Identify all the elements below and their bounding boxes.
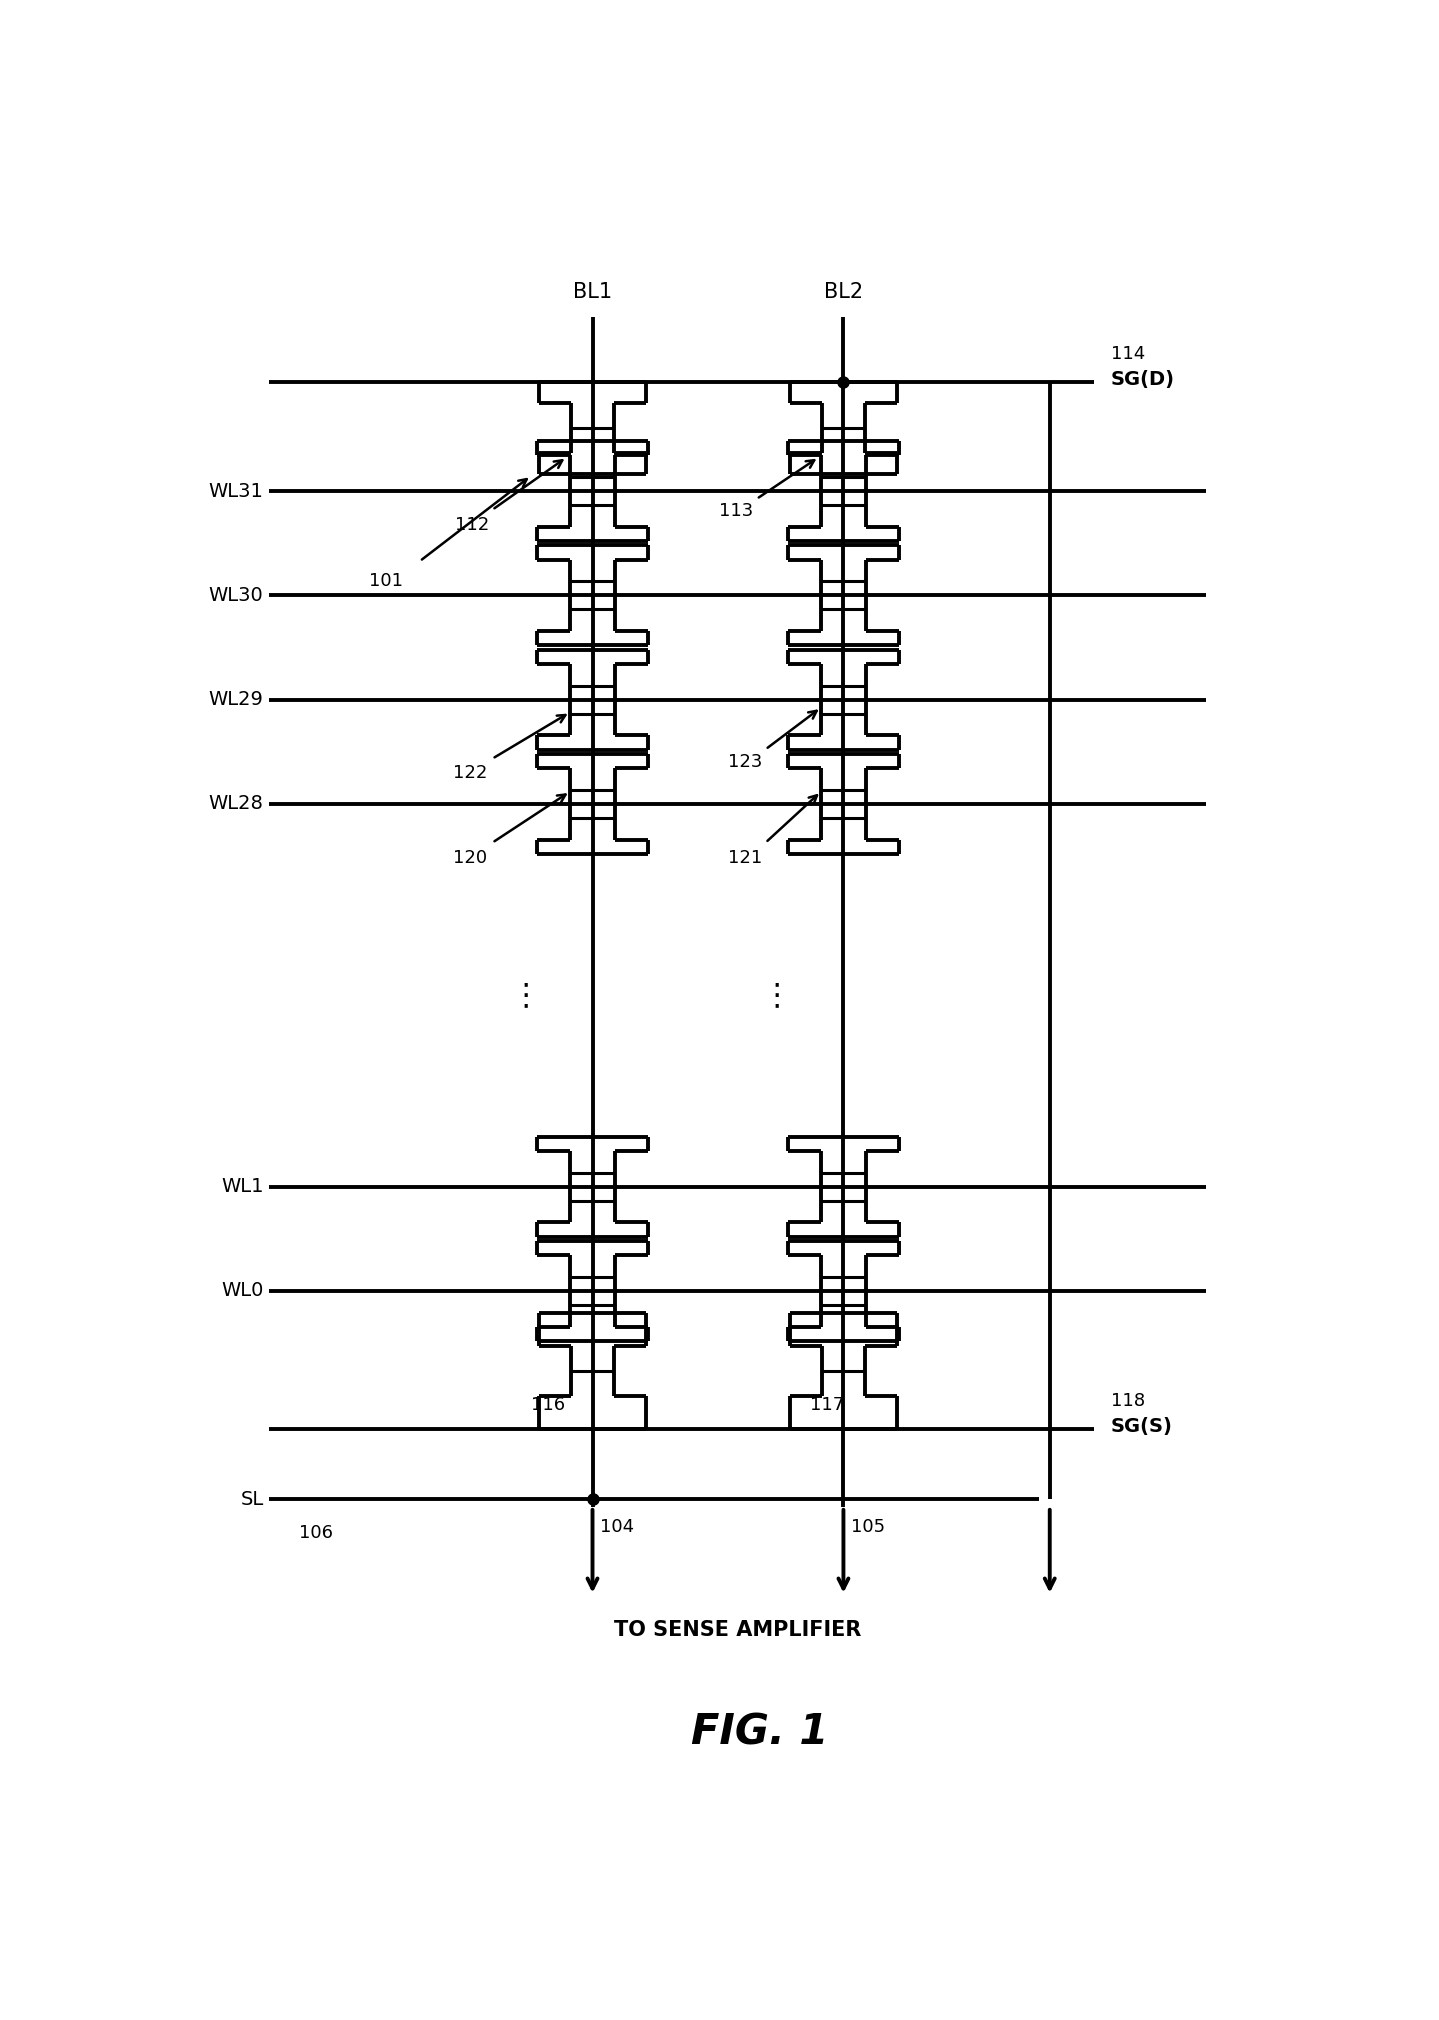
- Text: WL31: WL31: [209, 481, 263, 501]
- Text: SG(S): SG(S): [1111, 1416, 1173, 1436]
- Text: 123: 123: [728, 753, 763, 772]
- Text: TO SENSE AMPLIFIER: TO SENSE AMPLIFIER: [614, 1620, 861, 1640]
- Text: 114: 114: [1111, 345, 1145, 364]
- Text: 113: 113: [720, 503, 754, 521]
- Text: 112: 112: [455, 517, 489, 535]
- Text: 106: 106: [299, 1525, 332, 1543]
- Text: 121: 121: [728, 848, 763, 867]
- Text: BL2: BL2: [825, 283, 863, 303]
- Text: 118: 118: [1111, 1392, 1145, 1410]
- Text: SG(D): SG(D): [1111, 370, 1176, 388]
- Text: WL0: WL0: [222, 1281, 263, 1301]
- Text: 101: 101: [370, 572, 403, 590]
- Text: WL28: WL28: [209, 794, 263, 814]
- Text: 120: 120: [453, 848, 486, 867]
- Text: BL1: BL1: [573, 283, 612, 303]
- Text: ⋮: ⋮: [761, 982, 791, 1010]
- Text: SL: SL: [240, 1489, 263, 1509]
- Text: 116: 116: [531, 1396, 566, 1414]
- Text: 105: 105: [850, 1519, 885, 1535]
- Text: 122: 122: [453, 764, 486, 782]
- Text: WL30: WL30: [209, 586, 263, 604]
- Text: WL1: WL1: [222, 1178, 263, 1196]
- Text: FIG. 1: FIG. 1: [691, 1711, 829, 1753]
- Text: 104: 104: [600, 1519, 635, 1535]
- Text: ⋮: ⋮: [511, 982, 541, 1010]
- Text: 117: 117: [810, 1396, 843, 1414]
- Text: WL29: WL29: [209, 691, 263, 709]
